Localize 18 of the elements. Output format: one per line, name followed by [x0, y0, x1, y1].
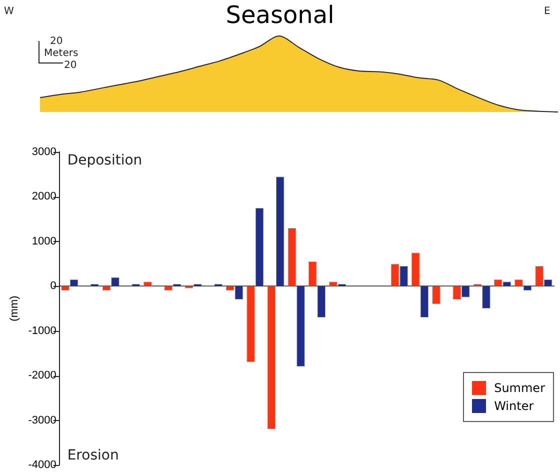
y-tick-label: 1000 — [32, 235, 56, 248]
y-tick-label: -4000 — [28, 459, 56, 472]
y-axis-title: (mm) — [8, 296, 21, 322]
text: W — [4, 6, 14, 17]
y-tick-label: -2000 — [28, 370, 56, 382]
legend-label: Summer — [494, 381, 545, 395]
y-tick-label: -1000 — [28, 324, 56, 337]
y-tick-label: -3000 — [28, 414, 56, 426]
annotation: Meters — [44, 48, 78, 59]
annotation: 20 — [64, 60, 77, 71]
text: E — [544, 6, 550, 17]
annotation: Erosion — [67, 448, 119, 464]
chart-title: Seasonal — [226, 1, 334, 29]
y-tick-label: 3000 — [32, 146, 56, 158]
legend-label: Winter — [494, 399, 534, 413]
annotation: Deposition — [67, 152, 142, 169]
y-tick-label: 2000 — [32, 190, 56, 203]
annotation: 20 — [50, 36, 63, 47]
